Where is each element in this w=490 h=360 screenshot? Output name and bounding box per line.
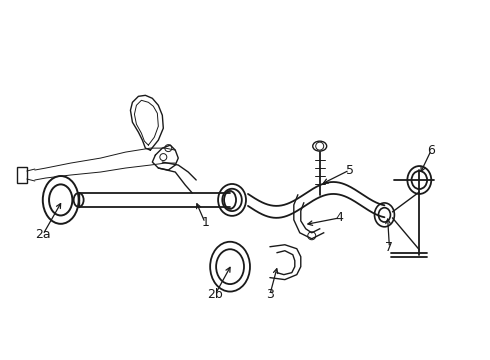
Text: 1: 1 [201,216,209,229]
Text: 4: 4 [336,211,343,224]
Text: 7: 7 [386,241,393,254]
Text: 6: 6 [427,144,435,157]
Text: 2a: 2a [35,228,50,241]
Text: 5: 5 [345,163,354,176]
Text: 3: 3 [266,288,274,301]
Text: 2b: 2b [207,288,223,301]
